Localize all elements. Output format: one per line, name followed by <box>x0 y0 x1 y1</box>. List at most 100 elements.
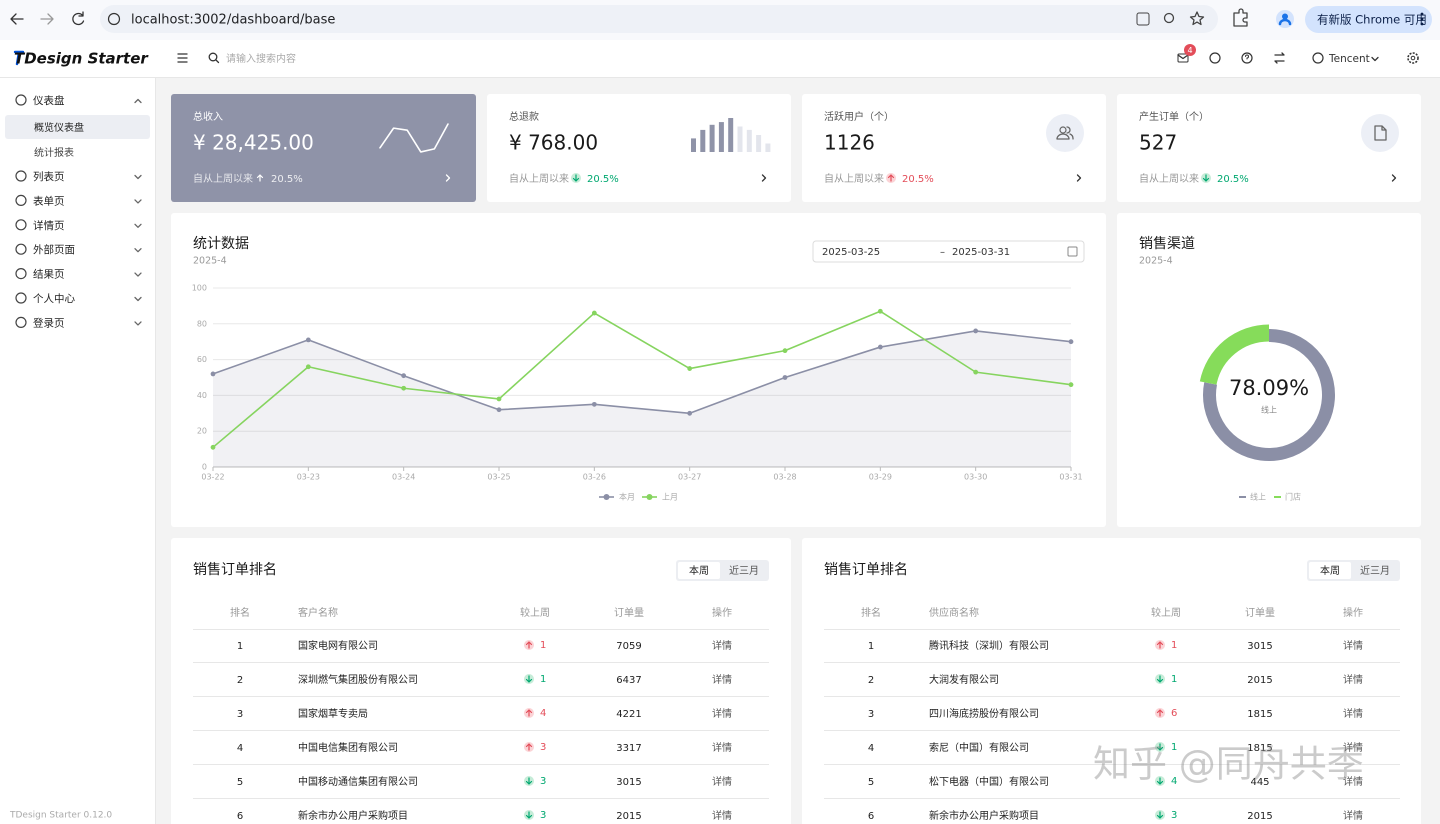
help-icon[interactable] <box>1241 52 1253 64</box>
settings-icon[interactable] <box>1407 52 1419 64</box>
user-icon[interactable] <box>1312 52 1324 64</box>
menu-item[interactable]: 列表页 <box>33 170 65 183</box>
card-change: 20.5% <box>587 174 619 185</box>
profile-head <box>1282 13 1288 20</box>
detail-link[interactable]: 详情 <box>712 775 732 788</box>
point <box>401 373 407 379</box>
detail-link[interactable]: 详情 <box>1343 775 1363 788</box>
address-bar[interactable] <box>100 5 1218 33</box>
tab[interactable]: 本周 <box>689 564 709 577</box>
tab[interactable]: 近三月 <box>1360 564 1390 577</box>
legend-label[interactable]: 门店 <box>1285 492 1301 502</box>
menu-dot <box>1420 17 1424 21</box>
user-name[interactable]: Tencent <box>1328 53 1370 65</box>
menu-toggle[interactable] <box>177 53 188 63</box>
menu-item[interactable]: 表单页 <box>33 194 65 207</box>
change: 3 <box>540 776 546 787</box>
menu-item[interactable]: 仪表盘 <box>33 94 65 107</box>
column-header: 排名 <box>230 606 250 619</box>
stat-card <box>802 94 1106 202</box>
app-header <box>0 40 1440 78</box>
x-tick-label: 03-26 <box>583 473 606 482</box>
submenu-item[interactable]: 概览仪表盘 <box>34 121 84 134</box>
file-icon <box>1374 125 1387 141</box>
detail-link[interactable]: 详情 <box>712 707 732 720</box>
menu-dot <box>1420 12 1424 16</box>
count: 6437 <box>616 675 641 686</box>
name: 中国电信集团有限公司 <box>298 741 398 754</box>
mini-bar <box>765 143 771 152</box>
detail-link[interactable]: 详情 <box>1343 741 1363 754</box>
column-header: 订单量 <box>614 607 644 619</box>
date-range-picker[interactable] <box>812 240 1085 263</box>
notification-badge <box>1184 44 1196 56</box>
menu-item[interactable]: 详情页 <box>33 219 65 232</box>
rank: 6 <box>237 811 243 822</box>
donut-center-caption: 线上 <box>1261 405 1277 415</box>
x-tick-label: 03-23 <box>297 473 320 482</box>
column-header: 操作 <box>1343 606 1363 619</box>
point <box>401 385 407 391</box>
menu-item[interactable]: 外部页面 <box>33 243 75 256</box>
detail-link[interactable]: 详情 <box>1343 707 1363 720</box>
legend-label[interactable]: 线上 <box>1250 492 1266 502</box>
bookmark-icon[interactable] <box>1189 11 1205 26</box>
detail-link[interactable]: 详情 <box>1343 809 1363 822</box>
translate-icon[interactable] <box>1136 12 1150 26</box>
extensions-icon[interactable] <box>1233 8 1248 27</box>
menu-item[interactable]: 个人中心 <box>33 292 75 305</box>
point <box>591 310 597 316</box>
tab[interactable]: 近三月 <box>729 564 759 577</box>
chevron-icon <box>134 223 142 228</box>
submenu-item[interactable]: 统计报表 <box>34 146 74 159</box>
change: 4 <box>540 708 546 719</box>
tab[interactable]: 本周 <box>1320 564 1340 577</box>
reload-button[interactable] <box>72 11 85 26</box>
x-tick-label: 03-31 <box>1059 473 1082 482</box>
back-button[interactable] <box>10 13 24 25</box>
change: 1 <box>540 640 546 651</box>
update-button[interactable] <box>1305 6 1432 33</box>
detail-link[interactable]: 详情 <box>712 741 732 754</box>
forward-button[interactable] <box>40 13 54 25</box>
search-input[interactable]: 请输入搜索内容 <box>226 52 296 65</box>
card-icon-bg <box>1361 114 1399 152</box>
legend-label[interactable]: 本月 <box>619 492 635 502</box>
trend-icon <box>525 777 533 785</box>
detail-link[interactable]: 详情 <box>1343 639 1363 652</box>
menu-active-bg <box>5 115 150 139</box>
point <box>210 444 216 450</box>
rank: 3 <box>237 709 243 720</box>
search-icon-handle <box>215 59 220 64</box>
card-title: 总退款 <box>509 110 539 123</box>
zoom-icon[interactable] <box>1163 12 1175 24</box>
trend-icon <box>572 174 580 182</box>
github-icon[interactable] <box>1209 52 1221 64</box>
switch-icon[interactable] <box>1274 52 1285 64</box>
change: 1 <box>1171 674 1177 685</box>
menu-item[interactable]: 结果页 <box>33 268 65 281</box>
detail-link[interactable]: 详情 <box>712 673 732 686</box>
chevron-icon <box>134 174 142 180</box>
card-title: 总收入 <box>193 110 223 123</box>
change: 3 <box>540 810 546 821</box>
menu-icon <box>15 268 27 280</box>
trend-icon <box>525 709 533 717</box>
menu-icon <box>15 194 27 206</box>
point <box>973 369 979 375</box>
point <box>687 366 693 371</box>
menu-icon <box>15 243 27 255</box>
legend-label[interactable]: 上月 <box>662 493 678 502</box>
detail-link[interactable]: 详情 <box>1343 673 1363 686</box>
detail-link[interactable]: 详情 <box>712 809 732 822</box>
detail-link[interactable]: 详情 <box>712 639 732 652</box>
menu-item[interactable]: 登录页 <box>33 316 65 329</box>
menu-icon <box>15 94 27 106</box>
mail-flap <box>1177 54 1189 60</box>
menu-icon <box>15 292 27 304</box>
y-tick-label: 100 <box>192 284 207 293</box>
site-info-icon <box>107 12 121 26</box>
rank: 1 <box>237 641 243 652</box>
mail-icon[interactable] <box>1177 53 1189 63</box>
